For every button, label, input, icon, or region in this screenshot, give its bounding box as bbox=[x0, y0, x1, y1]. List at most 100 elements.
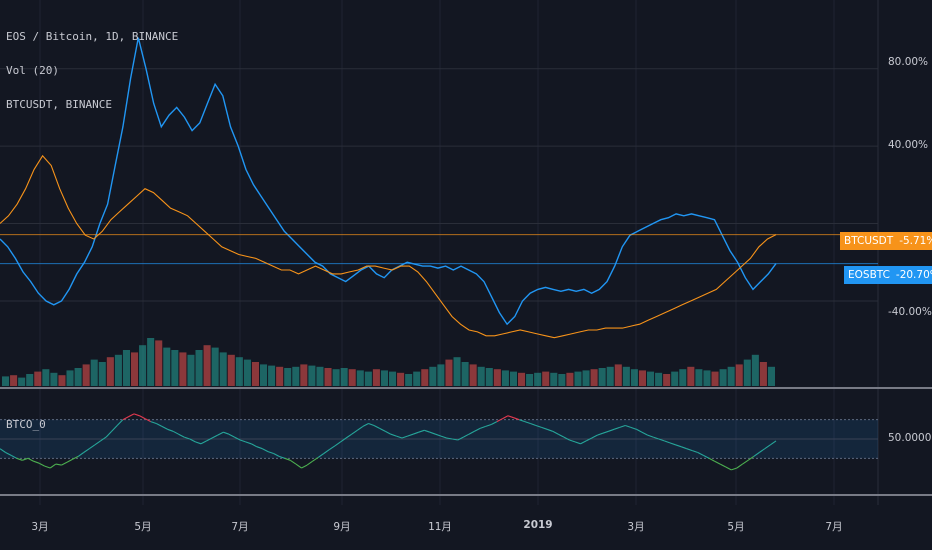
oscillator-segment bbox=[88, 444, 96, 450]
oscillator-segment bbox=[116, 419, 124, 426]
y-axis-label-80: 80.00% bbox=[888, 56, 929, 68]
oscillator-segment bbox=[122, 416, 129, 421]
volume-bar bbox=[147, 338, 155, 386]
volume-bar bbox=[743, 359, 751, 386]
btcusdt-price-tag: BTCUSDT -5.71% bbox=[840, 232, 932, 250]
volume-bar bbox=[542, 371, 550, 386]
volume-bar bbox=[340, 368, 348, 386]
eosbtc-tag-value: -20.70% bbox=[895, 269, 932, 281]
oscillator-segment bbox=[502, 415, 509, 420]
oscillator-segment bbox=[496, 418, 503, 423]
oscillator-segment bbox=[94, 440, 101, 446]
oscillator-segment bbox=[267, 451, 274, 455]
volume-bar bbox=[219, 352, 227, 386]
oscillator-segment bbox=[38, 462, 45, 467]
volume-bar bbox=[501, 370, 509, 386]
oscillator-segment bbox=[373, 425, 380, 429]
oscillator-segment bbox=[228, 433, 235, 438]
oscillator-segment bbox=[27, 457, 34, 462]
oscillator-segment bbox=[100, 436, 107, 442]
oscillator-segment bbox=[379, 427, 386, 432]
volume-bar bbox=[526, 374, 534, 386]
volume-bar bbox=[445, 359, 453, 386]
oscillator-segment bbox=[574, 441, 581, 445]
oscillator-segment bbox=[289, 459, 297, 465]
oscillator-segment bbox=[362, 423, 369, 427]
oscillator-segment bbox=[463, 433, 470, 438]
volume-bar bbox=[695, 369, 703, 386]
oscillator-segment bbox=[736, 463, 743, 469]
volume-bar bbox=[413, 371, 421, 386]
oscillator-segment bbox=[653, 436, 659, 440]
volume-bar bbox=[711, 371, 719, 386]
volume-bar bbox=[461, 362, 469, 386]
volume-bar bbox=[534, 372, 542, 386]
oscillator-segment bbox=[10, 454, 17, 459]
oscillator-segment bbox=[658, 438, 665, 442]
oscillator-segment bbox=[747, 455, 755, 461]
oscillator-segment bbox=[49, 463, 57, 469]
oscillator-segment bbox=[312, 456, 319, 462]
oscillator-segment bbox=[719, 463, 727, 468]
oscillator-segment bbox=[401, 435, 408, 439]
volume-bar bbox=[453, 357, 461, 386]
volume-bar bbox=[767, 366, 775, 386]
volume-bar bbox=[106, 357, 114, 386]
legend-compare-symbol[interactable]: BTCUSDT, BINANCE bbox=[6, 98, 112, 111]
volume-bar bbox=[332, 369, 340, 386]
oscillator-segment bbox=[758, 448, 766, 453]
legend-volume[interactable]: Vol (20) bbox=[6, 64, 59, 77]
volume-bar bbox=[122, 350, 130, 386]
volume-bar bbox=[719, 369, 727, 386]
volume-bar bbox=[90, 359, 98, 386]
volume-bar bbox=[251, 362, 259, 386]
volume-bar bbox=[356, 370, 364, 386]
oscillator-segment bbox=[211, 434, 218, 439]
volume-bar bbox=[663, 374, 671, 386]
volume-bar bbox=[372, 369, 380, 386]
volume-bar bbox=[2, 376, 10, 386]
volume-bar bbox=[397, 372, 405, 386]
volume-bar bbox=[735, 364, 743, 386]
legend-main-symbol[interactable]: EOS / Bitcoin, 1D, BINANCE bbox=[6, 30, 179, 43]
oscillator-segment bbox=[44, 465, 51, 469]
oscillator-segment bbox=[485, 423, 492, 427]
oscillator-segment bbox=[731, 467, 738, 471]
oscillator-segment bbox=[83, 448, 90, 453]
oscillator-segment bbox=[278, 455, 285, 459]
oscillator-segment bbox=[317, 453, 325, 458]
oscillator-segment bbox=[692, 450, 698, 454]
oscillator-segment bbox=[753, 452, 760, 457]
volume-bar bbox=[179, 352, 187, 386]
x-axis-label-jul-2019: 7月 bbox=[825, 521, 843, 533]
oscillator-axis-label: 50.0000000 bbox=[888, 432, 932, 444]
oscillator-segment bbox=[345, 433, 353, 439]
volume-bar bbox=[630, 369, 638, 386]
volume-bar bbox=[614, 364, 622, 386]
oscillator-segment bbox=[680, 446, 687, 450]
volume-bar bbox=[590, 369, 598, 386]
volume-bar bbox=[26, 374, 34, 386]
oscillator-segment bbox=[440, 435, 447, 439]
oscillator-segment bbox=[256, 446, 263, 450]
oscillator-label[interactable]: BTCO_0 bbox=[6, 418, 46, 431]
btcusdt-tag-name: BTCUSDT bbox=[844, 235, 894, 247]
oscillator-segment bbox=[250, 443, 258, 448]
y-axis-label-40: 40.00% bbox=[888, 139, 929, 151]
oscillator-segment bbox=[703, 454, 710, 459]
oscillator-segment bbox=[558, 433, 565, 438]
oscillator-segment bbox=[105, 430, 113, 438]
oscillator-segment bbox=[647, 434, 654, 438]
oscillator-segment bbox=[189, 438, 196, 443]
oscillator-segment bbox=[602, 430, 609, 434]
oscillator-segment bbox=[580, 440, 587, 445]
volume-bar bbox=[558, 374, 566, 386]
oscillator-segment bbox=[474, 427, 481, 432]
volume-bar bbox=[469, 364, 477, 386]
volume-bar bbox=[316, 366, 324, 386]
volume-bar bbox=[598, 368, 606, 386]
oscillator-segment bbox=[686, 448, 693, 452]
volume-bar bbox=[195, 350, 203, 386]
volume-bar bbox=[66, 370, 74, 386]
volume-bar bbox=[227, 354, 235, 386]
